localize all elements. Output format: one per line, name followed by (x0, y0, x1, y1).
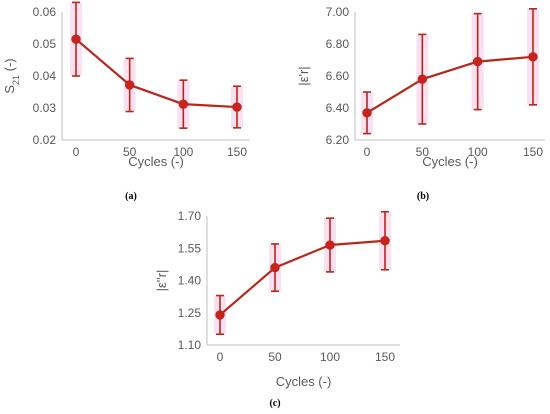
y-tick-label: 0.04 (33, 69, 57, 83)
y-axis-title-main: S (2, 85, 17, 94)
x-axis-title: Cycles (-) (422, 154, 478, 169)
y-axis-title: |ε''r| (154, 270, 169, 292)
series-line (219, 239, 386, 316)
y-tick-label: 0.06 (33, 5, 57, 19)
y-tick-label: 0.05 (33, 37, 57, 51)
panel-label: (b) (417, 191, 429, 202)
data-point (270, 262, 280, 273)
data-point (472, 56, 483, 67)
data-point (417, 74, 428, 84)
y-tick-label: 0.02 (33, 133, 57, 147)
series-line (366, 55, 534, 114)
y-tick-label: 0.03 (33, 101, 57, 115)
x-tick-label: 150 (523, 145, 543, 159)
y-tick-label: 1.40 (178, 274, 202, 288)
x-tick-label: 0 (73, 145, 80, 159)
data-point (124, 80, 135, 90)
y-axis-title-main: |ε''r| (154, 270, 169, 292)
panel-label: (a) (125, 191, 137, 202)
data-point (232, 102, 242, 112)
y-axis-title: |ε'r| (296, 66, 311, 85)
y-tick-label: 7.00 (326, 5, 350, 19)
y-tick-label: 6.60 (326, 69, 350, 83)
x-tick-label: 0 (217, 350, 224, 364)
series-line (75, 38, 238, 109)
x-tick-label: 50 (268, 350, 282, 364)
x-axis-title: Cycles (-) (276, 374, 332, 389)
data-point (215, 310, 225, 320)
y-tick-label: 1.25 (178, 306, 202, 320)
x-tick-label: 150 (375, 350, 395, 364)
panel-label: (c) (269, 398, 280, 409)
y-tick-label: 6.40 (326, 101, 350, 115)
y-tick-label: 1.55 (178, 241, 202, 255)
x-axis-title: Cycles (-) (128, 154, 184, 169)
chart-panel-0: 0.02 0.03 0.04 0.05 0.06 0 50 100 150 Cycles (-) S… (2, 1, 250, 202)
y-axis-title: S21 (-) (2, 58, 21, 93)
data-point (380, 236, 390, 246)
x-tick-label: 100 (173, 145, 193, 159)
data-point (71, 34, 81, 44)
y-tick-label: 1.70 (178, 209, 202, 223)
chart-panel-2: 1.10 1.25 1.40 1.55 1.70 0 50 100 150 Cycles (-) |… (154, 209, 400, 409)
y-tick-label: 1.10 (178, 338, 202, 352)
y-tick-label: 6.80 (326, 37, 350, 51)
y-tick-label: 6.20 (326, 133, 350, 147)
y-axis-title-unit: (-) (2, 58, 17, 75)
x-tick-label: 100 (320, 350, 340, 364)
chart-panel-1: 6.20 6.40 6.60 6.80 7.00 0 50 100 150 Cycles (-) |… (296, 5, 545, 202)
x-tick-label: 0 (364, 145, 371, 159)
data-point (528, 52, 538, 62)
data-point (325, 240, 335, 250)
x-tick-label: 50 (123, 145, 137, 159)
x-tick-label: 100 (468, 145, 488, 159)
y-axis-title-main: |ε'r| (296, 66, 311, 85)
data-point (362, 108, 372, 118)
x-tick-label: 50 (416, 145, 430, 159)
data-point (178, 99, 189, 109)
x-tick-label: 150 (227, 145, 247, 159)
y-axis-title-subscript: 21 (11, 75, 21, 85)
